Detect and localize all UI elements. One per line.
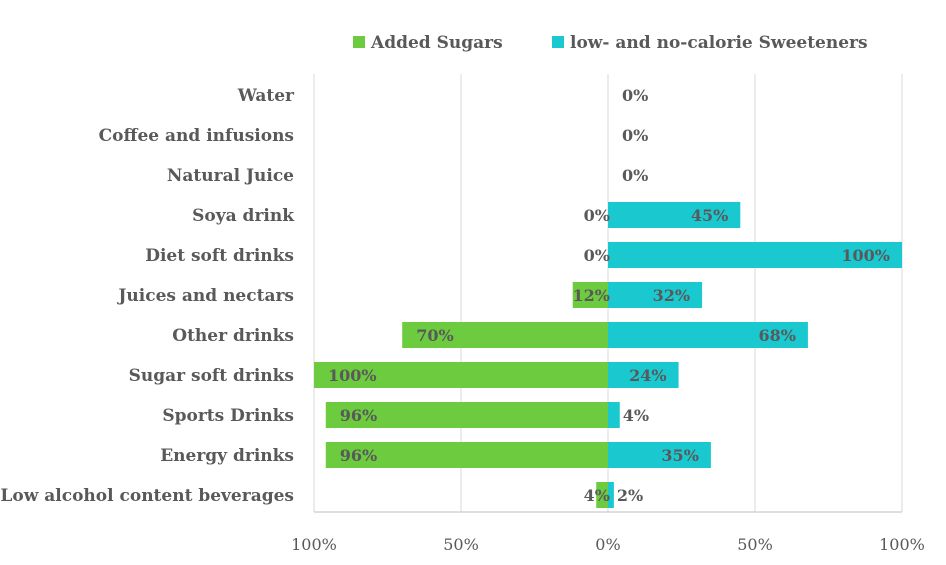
- legend-swatch-sweeteners: [552, 36, 564, 48]
- sweeteners-bar: [608, 282, 703, 308]
- sweeteners-value-label: 100%: [841, 246, 890, 265]
- added-sugars-value-label: 96%: [340, 406, 377, 425]
- added-sugars-value-label: 12%: [573, 286, 610, 305]
- added-sugars-value-label: 100%: [328, 366, 377, 385]
- sweeteners-bar: [608, 322, 808, 348]
- sweeteners-bar: [608, 402, 620, 428]
- added-sugars-value-label: 70%: [416, 326, 453, 345]
- sweeteners-bar: [608, 482, 614, 508]
- category-label: Sports Drinks: [162, 406, 294, 426]
- added-sugars-bar: [325, 442, 608, 468]
- x-tick-label: 50%: [443, 535, 479, 554]
- category-label: Diet soft drinks: [145, 246, 294, 266]
- legend: Added Sugars low- and no-calorie Sweetene…: [353, 33, 868, 53]
- added-sugars-value-label: 0%: [584, 246, 610, 265]
- axes: 100% 50% 0% 50% 100%: [291, 511, 925, 554]
- sweeteners-bar: [608, 202, 741, 228]
- sweeteners-value-label: 32%: [653, 286, 690, 305]
- x-tick-label: 0%: [595, 535, 620, 554]
- sweeteners-value-label: 0%: [622, 166, 648, 185]
- sweeteners-value-label: 24%: [629, 366, 666, 385]
- sweeteners-bar: [608, 242, 902, 268]
- category-label: Energy drinks: [160, 446, 294, 466]
- x-tick-label: 50%: [737, 535, 773, 554]
- added-sugars-value-label: 96%: [340, 446, 377, 465]
- category-label: Juices and nectars: [116, 286, 294, 306]
- sweeteners-value-label: 0%: [622, 126, 648, 145]
- added-sugars-bar: [325, 402, 608, 428]
- bars: [314, 202, 902, 508]
- legend-label-added-sugars: Added Sugars: [370, 33, 503, 53]
- category-label: Sugar soft drinks: [129, 366, 294, 386]
- sweeteners-value-label: 68%: [758, 326, 795, 345]
- category-label: Coffee and infusions: [99, 126, 294, 146]
- sweeteners-bar: [608, 362, 679, 388]
- added-sugars-bar: [314, 362, 608, 388]
- category-label: Soya drink: [192, 206, 295, 226]
- sweeteners-value-label: 45%: [691, 206, 728, 225]
- added-sugars-bar: [596, 482, 608, 508]
- sweeteners-value-label: 0%: [622, 86, 648, 105]
- category-label: Natural Juice: [167, 166, 294, 186]
- sweeteners-bar: [608, 442, 711, 468]
- category-label: Water: [237, 86, 295, 106]
- sweeteners-value-label: 4%: [623, 406, 649, 425]
- labels: Water 0% Coffee and infusions 0% Natural Jui…: [0, 86, 890, 506]
- x-tick-label: 100%: [291, 535, 337, 554]
- category-label: Low alcohol content beverages: [0, 486, 294, 506]
- sweeteners-value-label: 2%: [617, 486, 643, 505]
- added-sugars-bar: [402, 322, 608, 348]
- x-tick-label: 100%: [879, 535, 925, 554]
- legend-swatch-added-sugars: [353, 36, 365, 48]
- category-label: Other drinks: [172, 326, 294, 346]
- legend-label-sweeteners: low- and no-calorie Sweeteners: [570, 33, 868, 53]
- added-sugars-bar: [572, 282, 608, 308]
- added-sugars-value-label: 0%: [584, 206, 610, 225]
- sweeteners-value-label: 35%: [661, 446, 698, 465]
- added-sugars-value-label: 4%: [584, 486, 610, 505]
